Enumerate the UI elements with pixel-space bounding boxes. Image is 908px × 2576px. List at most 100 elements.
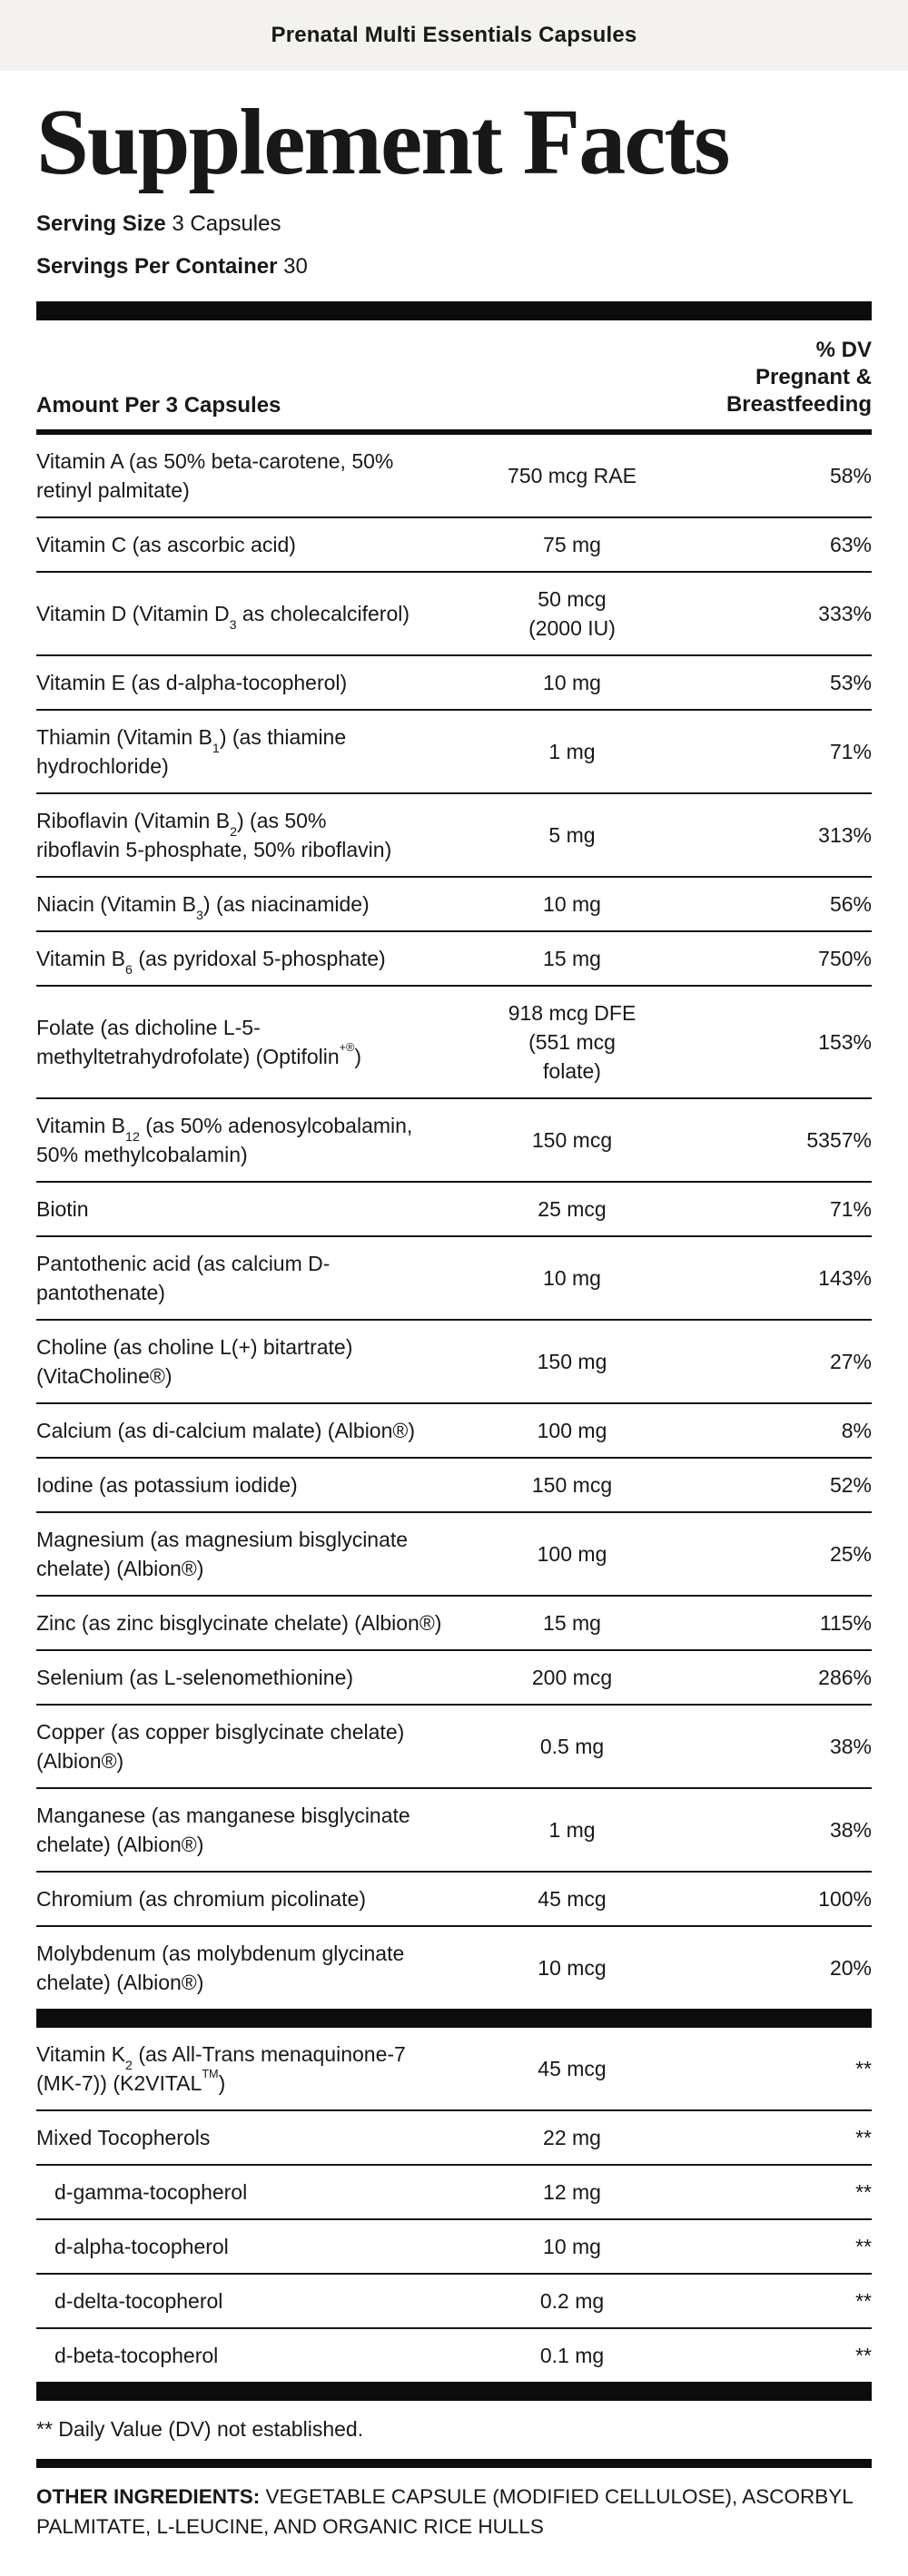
product-title: Prenatal Multi Essentials Capsules — [271, 23, 637, 47]
ingredient-dv: 100% — [818, 1887, 872, 1912]
ingredient-dv: 25% — [829, 1542, 872, 1567]
ingredient-amount: 0.2 mg — [539, 2289, 605, 2314]
ingredient-amount: 1 mg — [548, 740, 596, 764]
ingredient-dv: 8% — [841, 1419, 872, 1443]
other-ingredients-label: OTHER INGREDIENTS: — [36, 2485, 261, 2509]
table-row: Vitamin B12 (as 50% adenosylcobalamin, 50… — [36, 1099, 872, 1184]
serving-size-label: Serving Size — [36, 211, 166, 237]
ingredient-amount: 12 mg — [543, 2180, 601, 2205]
table-row: Vitamin D (Vitamin D3 as cholecalciferol… — [36, 573, 872, 657]
ingredient-amount: 25 mcg — [538, 1197, 607, 1222]
ingredient-dv: ** — [855, 2180, 872, 2205]
ingredient-name: d-beta-tocopherol — [54, 2344, 219, 2368]
dv-column-header: % DV Pregnant & Breastfeeding — [725, 338, 872, 418]
ingredient-name: Vitamin D (Vitamin D3 as cholecalciferol… — [36, 602, 410, 634]
ingredient-dv: 313% — [818, 823, 872, 848]
table-row: Zinc (as zinc bisglycinate chelate) (Alb… — [36, 1597, 872, 1652]
table-row: Copper (as copper bisglycinate chelate)(… — [36, 1706, 872, 1790]
table-row: Pantothenic acid (as calcium D-pantothen… — [36, 1237, 872, 1322]
section-divider-bar-top — [36, 301, 872, 321]
ingredient-amount: 5 mg — [548, 823, 596, 848]
ingredient-dv: ** — [855, 2126, 872, 2150]
ingredient-dv: 38% — [829, 1818, 872, 1843]
ingredient-amount: 10 mcg — [538, 1956, 607, 1981]
nutrient-table-main: Vitamin A (as 50% beta-carotene, 50% reti… — [36, 435, 872, 2009]
ingredient-name: Copper (as copper bisglycinate chelate)(… — [36, 1720, 405, 1774]
ingredient-name: Selenium (as L-selenomethionine) — [36, 1666, 354, 1690]
table-row: Mixed Tocopherols 22 mg ** — [36, 2111, 872, 2167]
table-row: Magnesium (as magnesium bisglycinate chel… — [36, 1513, 872, 1598]
ingredient-name: d-delta-tocopherol — [54, 2289, 223, 2314]
ingredient-name: Vitamin E (as d-alpha-tocopherol) — [36, 671, 348, 695]
ingredient-name: Molybdenum (as molybdenum glycinate chela… — [36, 1942, 405, 1995]
ingredient-name: Vitamin C (as ascorbic acid) — [36, 533, 296, 557]
ingredient-amount: 150 mcg — [531, 1128, 613, 1153]
ingredient-name: Riboflavin (Vitamin B2) (as 50% riboflavi… — [36, 809, 392, 862]
table-row: d-alpha-tocopherol 10 mg ** — [36, 2220, 872, 2276]
ingredient-amount: 45 mcg — [538, 1887, 607, 1912]
table-row: Vitamin C (as ascorbic acid) 75 mg 63% — [36, 518, 872, 574]
ingredient-name: Chromium (as chromium picolinate) — [36, 1887, 366, 1912]
ingredient-amount: 22 mg — [543, 2126, 601, 2150]
ingredient-name: Calcium (as di-calcium malate) (Albion®) — [36, 1419, 415, 1443]
label-content: Supplement Facts Serving Size 3 Capsules… — [0, 90, 908, 2576]
ingredient-name: Thiamin (Vitamin B1) (as thiamine hydroch… — [36, 725, 347, 779]
ingredient-dv: 56% — [829, 892, 872, 917]
table-row: Thiamin (Vitamin B1) (as thiamine hydroch… — [36, 711, 872, 795]
table-row: Vitamin K2 (as All-Trans menaquinone-7 (M… — [36, 2028, 872, 2112]
ingredient-amount: 200 mcg — [531, 1666, 613, 1690]
ingredient-amount: 0.1 mg — [539, 2344, 605, 2368]
serving-size-line: Serving Size 3 Capsules — [36, 211, 872, 237]
ingredient-dv: 115% — [819, 1611, 872, 1636]
ingredient-dv: 71% — [829, 1197, 872, 1222]
ingredient-name: Choline (as choline L(+) bitartrate) (Vit… — [36, 1335, 353, 1389]
ingredient-name: Mixed Tocopherols — [36, 2126, 211, 2150]
table-row: Molybdenum (as molybdenum glycinate chela… — [36, 1927, 872, 2009]
section-divider-bar-middle — [36, 2009, 872, 2029]
ingredient-dv: 5357% — [806, 1128, 872, 1153]
table-header: Amount Per 3 Capsules % DV Pregnant & Brea… — [36, 320, 872, 429]
ingredient-dv: 750% — [818, 947, 872, 971]
table-row: Niacin (Vitamin B3) (as niacinamide) 10 … — [36, 878, 872, 933]
ingredient-dv: 53% — [829, 671, 872, 695]
ingredient-amount: 100 mg — [537, 1419, 607, 1443]
ingredient-amount: 150 mg — [537, 1350, 607, 1374]
ingredient-name: Zinc (as zinc bisglycinate chelate) (Alb… — [36, 1611, 442, 1636]
ingredient-name: d-alpha-tocopherol — [54, 2235, 229, 2259]
ingredient-dv: 153% — [818, 1030, 872, 1055]
ingredient-name: Vitamin B12 (as 50% adenosylcobalamin, 50… — [36, 1114, 413, 1167]
footnote-divider-bar — [36, 2459, 872, 2469]
ingredient-name: Niacin (Vitamin B3) (as niacinamide) — [36, 892, 370, 924]
nutrient-table-no-dv: Vitamin K2 (as All-Trans menaquinone-7 (M… — [36, 2028, 872, 2382]
dv-footnote: ** Daily Value (DV) not established. — [36, 2417, 364, 2442]
ingredient-dv: 286% — [818, 1666, 872, 1690]
ingredient-amount: 50 mcg (2000 IU) — [528, 587, 616, 641]
table-row: Calcium (as di-calcium malate) (Albion®)… — [36, 1404, 872, 1460]
table-row: Manganese (as manganese bisglycinate chel… — [36, 1789, 872, 1873]
ingredient-dv: 20% — [829, 1956, 872, 1981]
other-ingredients: OTHER INGREDIENTS: VEGETABLE CAPSULE (MO… — [36, 2468, 872, 2576]
ingredient-dv: 143% — [818, 1266, 872, 1291]
ingredient-amount: 150 mcg — [531, 1473, 613, 1498]
ingredient-amount: 10 mg — [543, 671, 601, 695]
ingredient-amount: 45 mcg — [538, 2057, 607, 2081]
amount-column-header: Amount Per 3 Capsules — [36, 393, 281, 418]
table-row: Selenium (as L-selenomethionine) 200 mcg… — [36, 1651, 872, 1706]
ingredient-amount: 10 mg — [543, 2235, 601, 2259]
ingredient-dv: 52% — [829, 1473, 872, 1498]
ingredient-name: Manganese (as manganese bisglycinate chel… — [36, 1804, 410, 1857]
ingredient-amount: 10 mg — [543, 1266, 601, 1291]
ingredient-dv: 333% — [818, 602, 872, 626]
table-row: Vitamin A (as 50% beta-carotene, 50% reti… — [36, 435, 872, 519]
ingredient-dv: ** — [855, 2289, 872, 2314]
ingredient-dv: 27% — [829, 1350, 872, 1374]
ingredient-dv: 38% — [829, 1735, 872, 1759]
ingredient-name: Magnesium (as magnesium bisglycinate chel… — [36, 1528, 409, 1581]
ingredient-amount: 75 mg — [543, 533, 601, 557]
supplement-facts-title: Supplement Facts — [36, 90, 730, 194]
ingredient-dv: ** — [855, 2235, 872, 2259]
ingredient-name: Vitamin A (as 50% beta-carotene, 50% reti… — [36, 449, 394, 503]
ingredient-name: Pantothenic acid (as calcium D-pantothen… — [36, 1252, 331, 1305]
servings-per-container-label: Servings Per Container — [36, 254, 278, 280]
